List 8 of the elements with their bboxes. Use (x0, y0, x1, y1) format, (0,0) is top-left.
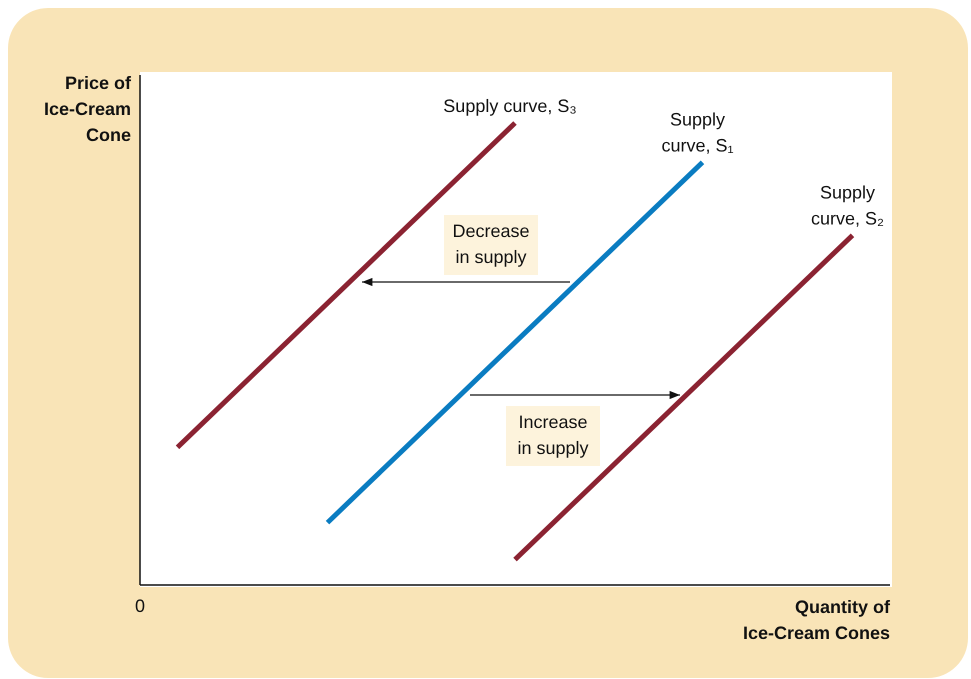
annotation: Increase in supply (517, 412, 589, 458)
series-label: Supply curve, S₂ (810, 182, 884, 228)
text: 0 (134, 596, 146, 616)
series-label: Supply curve, S₁ (661, 109, 734, 156)
annotation: Decrease in supply (452, 221, 530, 267)
x-axis-title: Quantity of Ice-Cream Cones (742, 597, 891, 643)
series-label: Supply curve, S₃ (443, 96, 577, 116)
y-axis-title: Price of Ice-Cream Cone (44, 73, 132, 145)
